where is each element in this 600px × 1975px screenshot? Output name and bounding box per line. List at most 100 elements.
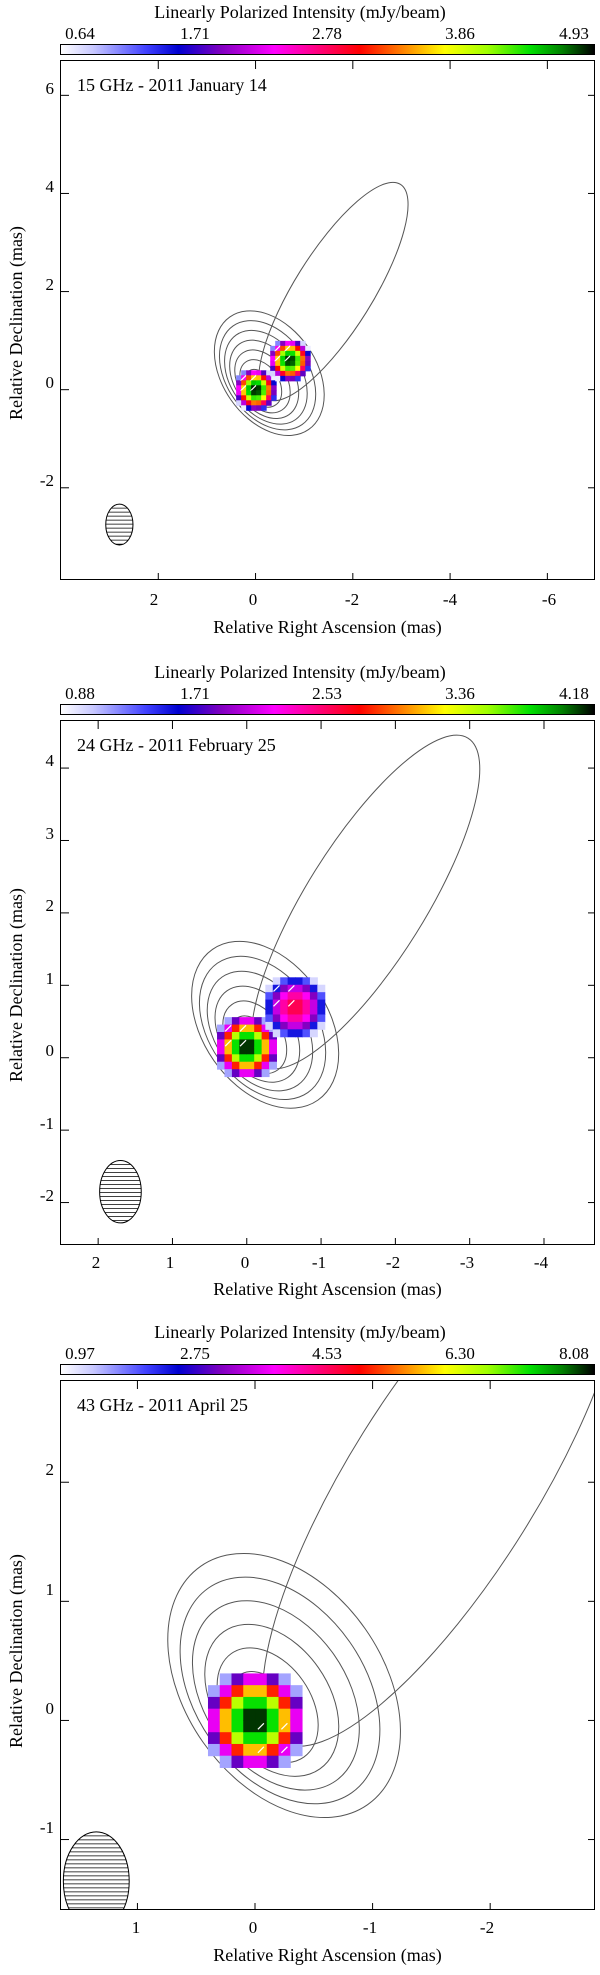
polarization-pixel [271,395,277,401]
polarization-pixel [243,1685,256,1698]
colorbar-tick: 0.88 [65,684,95,703]
polarization-pixel [261,1046,270,1055]
evpa-vector [240,384,248,392]
y-tick: 2 [45,1460,55,1479]
polarization-pixel [300,340,306,347]
colorbar-tick: 2.53 [312,684,342,703]
epoch-label: 24 GHz - 2011 February 25 [77,735,276,755]
polarization-pixel [305,345,311,352]
colorbar-tick: 4.93 [559,24,589,43]
polarization-pixel [305,365,311,372]
polarization-pixel [287,992,296,1001]
colorbar [60,44,595,55]
polarization-pixel [224,1054,233,1063]
evpa-vector [287,999,295,1007]
colorbar-title: Linearly Polarized Intensity (mJy/beam) [154,662,446,682]
polarization-pixel [290,1708,303,1721]
polarization-pixel [290,345,296,352]
polarization-pixel [241,405,247,411]
polarization-pixel [207,1720,221,1733]
map-svg [61,61,594,579]
polarization-pixel [309,984,318,993]
polarization-pixel [251,370,257,376]
polarization-pixel [239,1069,248,1078]
polarization-pixel [295,992,303,1001]
colorbar-tick: 4.53 [312,1344,342,1363]
polarization-pixel [280,1007,289,1015]
polarization-pixel [256,380,262,386]
y-tick: 0 [45,373,55,392]
polarization-pixel [246,375,252,381]
polarization-pixel [236,395,242,401]
polarization-pixel [266,370,272,376]
evpa-vector [284,344,292,352]
polarization-pixel [254,1017,263,1026]
map-group [61,61,594,579]
panel-43ghz: Linearly Polarized Intensity (mJy/beam) … [0,1320,600,1975]
polarization-pixel [255,1685,268,1698]
colorbar [60,1364,595,1375]
polarization-pixel [271,375,277,381]
polarization-pixel [280,350,286,357]
polarization-pixel [256,400,262,406]
evpa-vector [239,1024,247,1032]
polarization-pixel [290,350,296,357]
polarization-pixel [295,977,303,986]
polarization-pixel [231,1708,244,1721]
polarization-pixel [272,1021,281,1030]
evpa-vector [273,999,280,1007]
polarization-pixel [280,360,286,367]
map-group [61,721,594,1244]
polarization-pixel [255,1732,268,1745]
polarization-pixel [246,1046,255,1055]
polarization-pixel [265,992,274,1001]
y-tick: -1 [39,1114,54,1133]
contour-line [167,1553,401,1819]
x-tick: 0 [240,1253,250,1272]
polarization-pixel [266,1708,280,1721]
y-tick: 1 [45,969,55,988]
evpa-vector [287,985,295,992]
polarization-pixel [236,385,242,391]
polarization-pixel [246,390,252,396]
polarization-pixel [255,1755,268,1768]
polarization-pixel [243,1696,256,1710]
polarization-pixel [224,1069,233,1078]
polarization-pixel [217,1032,225,1040]
y-tick: 6 [45,79,55,98]
y-tick: 2 [45,896,55,915]
polarization-pixel [231,1054,240,1063]
colorbar-title: Linearly Polarized Intensity (mJy/beam) [154,2,446,22]
polarization-pixel [285,370,291,377]
polarization-pixel [265,984,274,993]
polarization-pixel [295,370,301,377]
panel-15ghz: Linearly Polarized Intensity (mJy/beam) … [0,0,600,650]
polarization-pixel [290,340,296,347]
polarization-pixel [217,1061,225,1070]
evpa-vector [273,985,280,992]
polarization-pixel [275,340,281,347]
polarization-pixel [207,1743,221,1757]
colorbar-tick: 0.64 [65,24,95,43]
polarization-pixel [261,1069,270,1078]
polarization-pixel [261,1054,270,1063]
polarization-pixel [269,1046,277,1055]
polarization-pixel [261,380,267,386]
polarization-pixel [243,1743,256,1757]
polarization-pixel [290,1732,303,1745]
polarization-pixel [236,380,242,386]
polarization-pixel [295,999,303,1008]
polarization-pixel [270,360,276,367]
x-tick: -2 [344,590,360,609]
polarization-pixel [246,380,252,386]
polarization-pixel [239,1046,248,1055]
polarization-pixel [266,1673,280,1686]
polarization-pixel [261,1032,270,1040]
polarization-pixel [305,360,311,367]
polarization-pixel [290,1720,303,1733]
y-tick: -2 [39,1186,54,1205]
polarization-pixel [219,1755,232,1768]
polarization-pixel [272,977,281,986]
polarization-pixel [295,1021,303,1030]
x-tick: 1 [165,1253,175,1272]
